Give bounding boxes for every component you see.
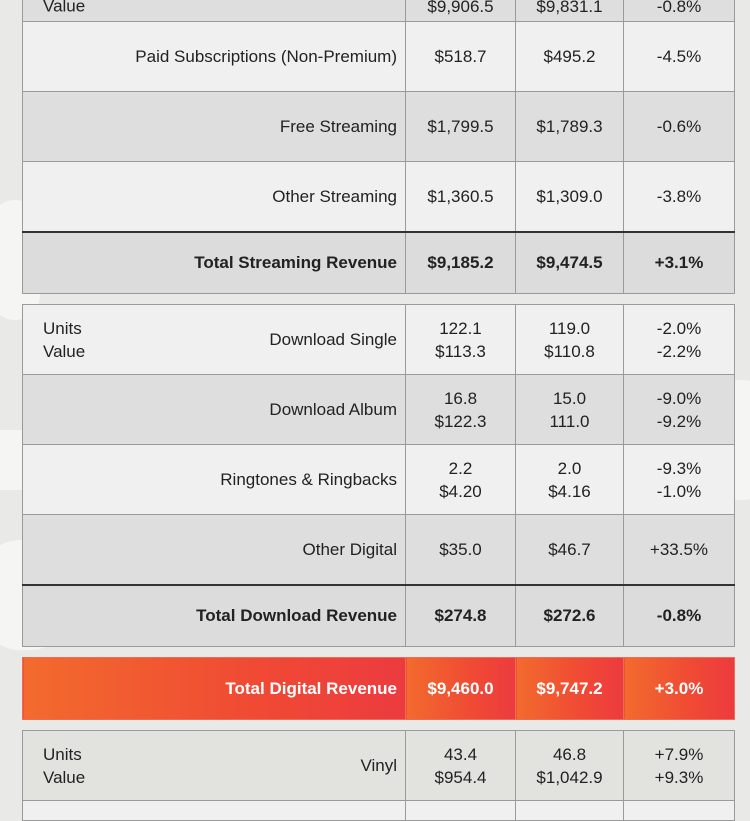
row-label: Ringtones & Ringbacks — [22, 444, 406, 515]
row-label: Download Album — [22, 374, 406, 445]
cell-change: -0.8% — [623, 0, 735, 22]
row-label: Other Streaming — [22, 161, 406, 232]
cell-2023: $9,831.1 — [515, 0, 624, 22]
revenue-table-container: Value $9,906.5 $9,831.1 -0.8% Paid Subsc… — [22, 0, 735, 821]
cell-2022: 122.1 $113.3 — [405, 304, 516, 375]
table-row-total-download: Total Download Revenue $274.8 $272.6 -0.… — [22, 583, 735, 647]
row-label: Total Download Revenue — [22, 583, 406, 647]
cell-change: -9.0% -9.2% — [623, 374, 735, 445]
cell-2023: $272.6 — [515, 583, 624, 647]
table-row: Download Album 16.8 $122.3 15.0 111.0 -9.0… — [22, 374, 735, 445]
section-gap — [23, 720, 735, 731]
cell-2022: 43.4 $954.4 — [405, 730, 516, 801]
cell-2023: $9,474.5 — [515, 230, 624, 294]
table-row: Ringtones & Ringbacks 2.2 $4.20 2.0 $4.16 … — [22, 444, 735, 515]
cell-change: -9.3% -1.0% — [623, 444, 735, 515]
cell-change: -0.8% — [623, 583, 735, 647]
cell-2023: 119.0 $110.8 — [515, 304, 624, 375]
cell-2022: $274.8 — [405, 583, 516, 647]
cell-2022: $9,185.2 — [405, 230, 516, 294]
cell-2023: $9,747.2 — [515, 657, 624, 720]
row-label: Other Digital — [22, 514, 406, 585]
cell-2022: $35.0 — [405, 514, 516, 585]
cell-2022: $1,799.5 — [405, 91, 516, 162]
row-label: Total Digital Revenue — [22, 657, 406, 720]
row-label: Value — [22, 0, 406, 22]
cell-change: -4.5% — [623, 21, 735, 92]
cell-2023: $1,309.0 — [515, 161, 624, 232]
side-labels: Units Value — [43, 317, 85, 363]
row-label-text: Download Single — [269, 330, 397, 349]
side-label-value: Value — [43, 767, 86, 787]
cell-change: +3.1% — [623, 230, 735, 294]
cell-change: +3.0% — [623, 657, 735, 720]
cell-2023: $46.7 — [515, 514, 624, 585]
side-label-units: Units — [43, 744, 82, 764]
cell-change: -2.0% -2.2% — [623, 304, 735, 375]
cell-2022: 16.8 $122.3 — [405, 374, 516, 445]
table-row: Other Streaming $1,360.5 $1,309.0 -3.8% — [22, 161, 735, 232]
cell-2022: $1,360.5 — [405, 161, 516, 232]
cell-change: -0.6% — [623, 91, 735, 162]
cell-change: +33.5% — [623, 514, 735, 585]
revenue-table: Value $9,906.5 $9,831.1 -0.8% Paid Subsc… — [22, 0, 735, 821]
section-gap — [23, 294, 735, 305]
cell-2022: 2.2 $4.20 — [405, 444, 516, 515]
side-label-units: Units — [43, 318, 82, 338]
row-label-text: Vinyl — [360, 756, 397, 775]
table-row: Other Digital $35.0 $46.7 +33.5% — [22, 514, 735, 585]
table-row: Units Value Vinyl 43.4 $954.4 46.8 $1,042.… — [22, 730, 735, 801]
cell-2023: 15.0 111.0 — [515, 374, 624, 445]
side-label-value: Value — [43, 0, 86, 16]
table-row-value-top: Value $9,906.5 $9,831.1 -0.8% — [22, 0, 735, 22]
side-label-value: Value — [43, 341, 86, 361]
table-row: Paid Subscriptions (Non-Premium) $518.7 … — [22, 21, 735, 92]
section-gap — [23, 647, 735, 658]
side-labels: Units Value — [43, 743, 85, 789]
table-row: Units Value Download Single 122.1 $113.3 … — [22, 304, 735, 375]
cell-2023: 2.0 $4.16 — [515, 444, 624, 515]
table-row-total-streaming: Total Streaming Revenue $9,185.2 $9,474.… — [22, 230, 735, 294]
cell-2022: $9,460.0 — [405, 657, 516, 720]
table-row-cutoff — [22, 800, 735, 821]
table-row: Free Streaming $1,799.5 $1,789.3 -0.6% — [22, 91, 735, 162]
cell-2023: $1,789.3 — [515, 91, 624, 162]
cell-2023: 46.8 $1,042.9 — [515, 730, 624, 801]
row-label: Free Streaming — [22, 91, 406, 162]
cell-change: -3.8% — [623, 161, 735, 232]
row-label: Paid Subscriptions (Non-Premium) — [22, 21, 406, 92]
row-label: Total Streaming Revenue — [22, 230, 406, 294]
cell-2023: $495.2 — [515, 21, 624, 92]
row-label: Units Value Vinyl — [22, 730, 406, 801]
row-label: Units Value Download Single — [22, 304, 406, 375]
table-row-total-digital: Total Digital Revenue $9,460.0 $9,747.2 … — [22, 657, 735, 720]
cell-2022: $518.7 — [405, 21, 516, 92]
cell-change: +7.9% +9.3% — [623, 730, 735, 801]
cell-2022: $9,906.5 — [405, 0, 516, 22]
